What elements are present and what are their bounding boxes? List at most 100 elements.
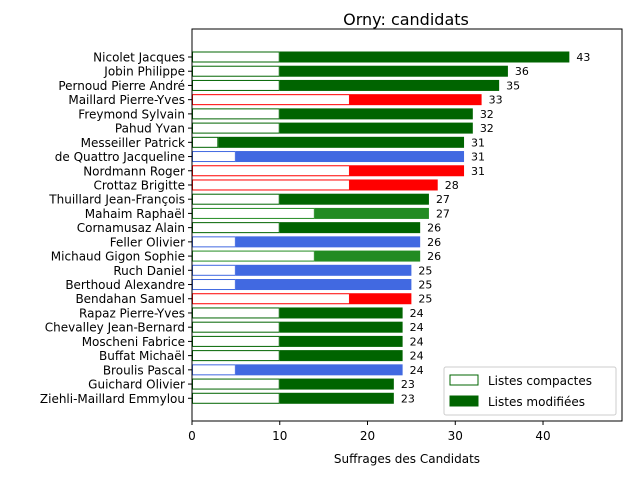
candidate-label-feller-olivier: Feller Olivier [110,235,185,249]
value-label-de-quattro-jacqueline: 31 [471,151,485,164]
value-label-crottaz-brigitte: 28 [445,179,459,192]
bars [192,51,570,404]
value-label-rapaz-pierre-yves: 24 [410,307,424,320]
value-label-buffat-michael: 24 [410,350,424,363]
legend-swatch-modifiees [449,395,479,407]
bar-compactes-michaud-gigon-sophie [192,250,315,262]
x-axis-label: Suffrages des Candidats [334,452,480,466]
bar-compactes-chevalley-jean-bernard [192,321,280,333]
legend: Listes compactes Listes modifiées [443,366,617,416]
bar-modifiees-moscheni-fabrice [279,335,403,347]
bar-modifiees-pahud-yvan [279,122,473,134]
value-label-guichard-olivier: 23 [401,378,415,391]
bar-modifiees-crottaz-brigitte [349,179,438,191]
legend-frame [443,366,617,416]
candidate-label-broulis-pascal: Broulis Pascal [103,363,185,377]
bar-compactes-maillard-pierre-yves [192,94,350,106]
candidate-label-mahaim-raphael: Mahaim Raphaël [85,207,185,221]
value-label-nicolet-jacques: 43 [576,51,590,64]
bar-compactes-messeiller-patrick [192,136,219,148]
bar-modifiees-guichard-olivier [279,378,394,390]
bar-modifiees-ziehli-maillard-emmylou [279,392,394,404]
value-label-broulis-pascal: 24 [410,364,424,377]
value-label-nordmann-roger: 31 [471,165,485,178]
bar-compactes-thuillard-jean-francois [192,193,280,205]
bar-compactes-feller-olivier [192,236,236,248]
bar-compactes-rapaz-pierre-yves [192,307,280,319]
bar-modifiees-pernoud-pierre-andre [279,79,500,91]
candidate-label-berthoud-alexandre: Berthoud Alexandre [65,278,185,292]
value-label-berthoud-alexandre: 25 [418,279,432,292]
bar-compactes-buffat-michael [192,350,280,362]
chart-title: Orny: candidats [343,10,469,29]
bar-compactes-moscheni-fabrice [192,335,280,347]
bar-modifiees-chevalley-jean-bernard [279,321,403,333]
candidate-label-thuillard-jean-francois: Thuillard Jean-François [48,193,185,207]
value-label-bendahan-samuel: 25 [418,293,432,306]
value-label-ziehli-maillard-emmylou: 23 [401,392,415,405]
candidate-label-crottaz-brigitte: Crottaz Brigitte [93,178,185,192]
bar-compactes-pahud-yvan [192,122,280,134]
plot-frame [191,28,623,422]
value-label-michaud-gigon-sophie: 26 [427,250,441,263]
bar-modifiees-nicolet-jacques [279,51,570,63]
candidate-label-buffat-michael: Buffat Michaël [99,349,185,363]
bar-compactes-bendahan-samuel [192,293,350,305]
bar-compactes-nordmann-roger [192,165,350,177]
value-label-thuillard-jean-francois: 27 [436,193,450,206]
bar-modifiees-cornamusaz-alain [279,222,421,234]
candidate-label-bendahan-samuel: Bendahan Samuel [75,292,185,306]
candidate-label-nicolet-jacques: Nicolet Jacques [93,51,185,65]
x-tick-label-10: 10 [272,429,287,443]
bar-modifiees-mahaim-raphael [314,207,429,219]
value-label-pahud-yvan: 32 [480,122,494,135]
candidate-label-pernoud-pierre-andre: Pernoud Pierre André [58,79,185,93]
bar-compactes-cornamusaz-alain [192,222,280,234]
legend-swatch-compactes [449,374,479,386]
value-label-moscheni-fabrice: 24 [410,335,424,348]
bar-compactes-pernoud-pierre-andre [192,79,280,91]
candidate-label-freymond-sylvain: Freymond Sylvain [78,107,185,121]
bar-modifiees-rapaz-pierre-yves [279,307,403,319]
bar-compactes-mahaim-raphael [192,207,315,219]
x-axis-ticks: 0 10 20 30 40 [188,421,551,443]
value-labels: 4336353332323131312827272626262525252424… [401,51,591,405]
bar-compactes-berthoud-alexandre [192,279,236,291]
x-tick-label-20: 20 [360,429,375,443]
bar-modifiees-messeiller-patrick [218,136,465,148]
bar-compactes-de-quattro-jacqueline [192,151,236,163]
bar-compactes-nicolet-jacques [192,51,280,63]
bar-modifiees-nordmann-roger [349,165,465,177]
value-label-maillard-pierre-yves: 33 [489,94,503,107]
candidate-label-nordmann-roger: Nordmann Roger [83,164,185,178]
candidate-label-pahud-yvan: Pahud Yvan [115,122,185,136]
bar-compactes-jobin-philippe [192,65,280,77]
bar-compactes-broulis-pascal [192,364,236,376]
candidate-label-de-quattro-jacqueline: de Quattro Jacqueline [55,150,185,164]
candidate-label-ziehli-maillard-emmylou: Ziehli-Maillard Emmylou [40,392,185,406]
bar-compactes-ziehli-maillard-emmylou [192,392,280,404]
bar-modifiees-buffat-michael [279,350,403,362]
bar-modifiees-maillard-pierre-yves [349,94,482,106]
value-label-freymond-sylvain: 32 [480,108,494,121]
candidate-label-rapaz-pierre-yves: Rapaz Pierre-Yves [79,306,185,320]
candidate-label-guichard-olivier: Guichard Olivier [88,378,185,392]
bar-modifiees-de-quattro-jacqueline [235,151,465,163]
candidate-label-maillard-pierre-yves: Maillard Pierre-Yves [68,93,185,107]
bar-modifiees-michaud-gigon-sophie [314,250,421,262]
value-label-pernoud-pierre-andre: 35 [506,79,520,92]
bar-modifiees-berthoud-alexandre [235,279,412,291]
legend-label-compactes: Listes compactes [488,374,592,388]
value-label-messeiller-patrick: 31 [471,136,485,149]
candidate-label-michaud-gigon-sophie: Michaud Gigon Sophie [51,250,185,264]
bar-compactes-ruch-daniel [192,264,236,276]
value-label-feller-olivier: 26 [427,236,441,249]
value-label-ruch-daniel: 25 [418,264,432,277]
candidate-label-moscheni-fabrice: Moscheni Fabrice [82,335,185,349]
bar-compactes-freymond-sylvain [192,108,280,120]
x-tick-label-30: 30 [448,429,463,443]
bar-modifiees-broulis-pascal [235,364,403,376]
x-tick-label-0: 0 [188,429,196,443]
